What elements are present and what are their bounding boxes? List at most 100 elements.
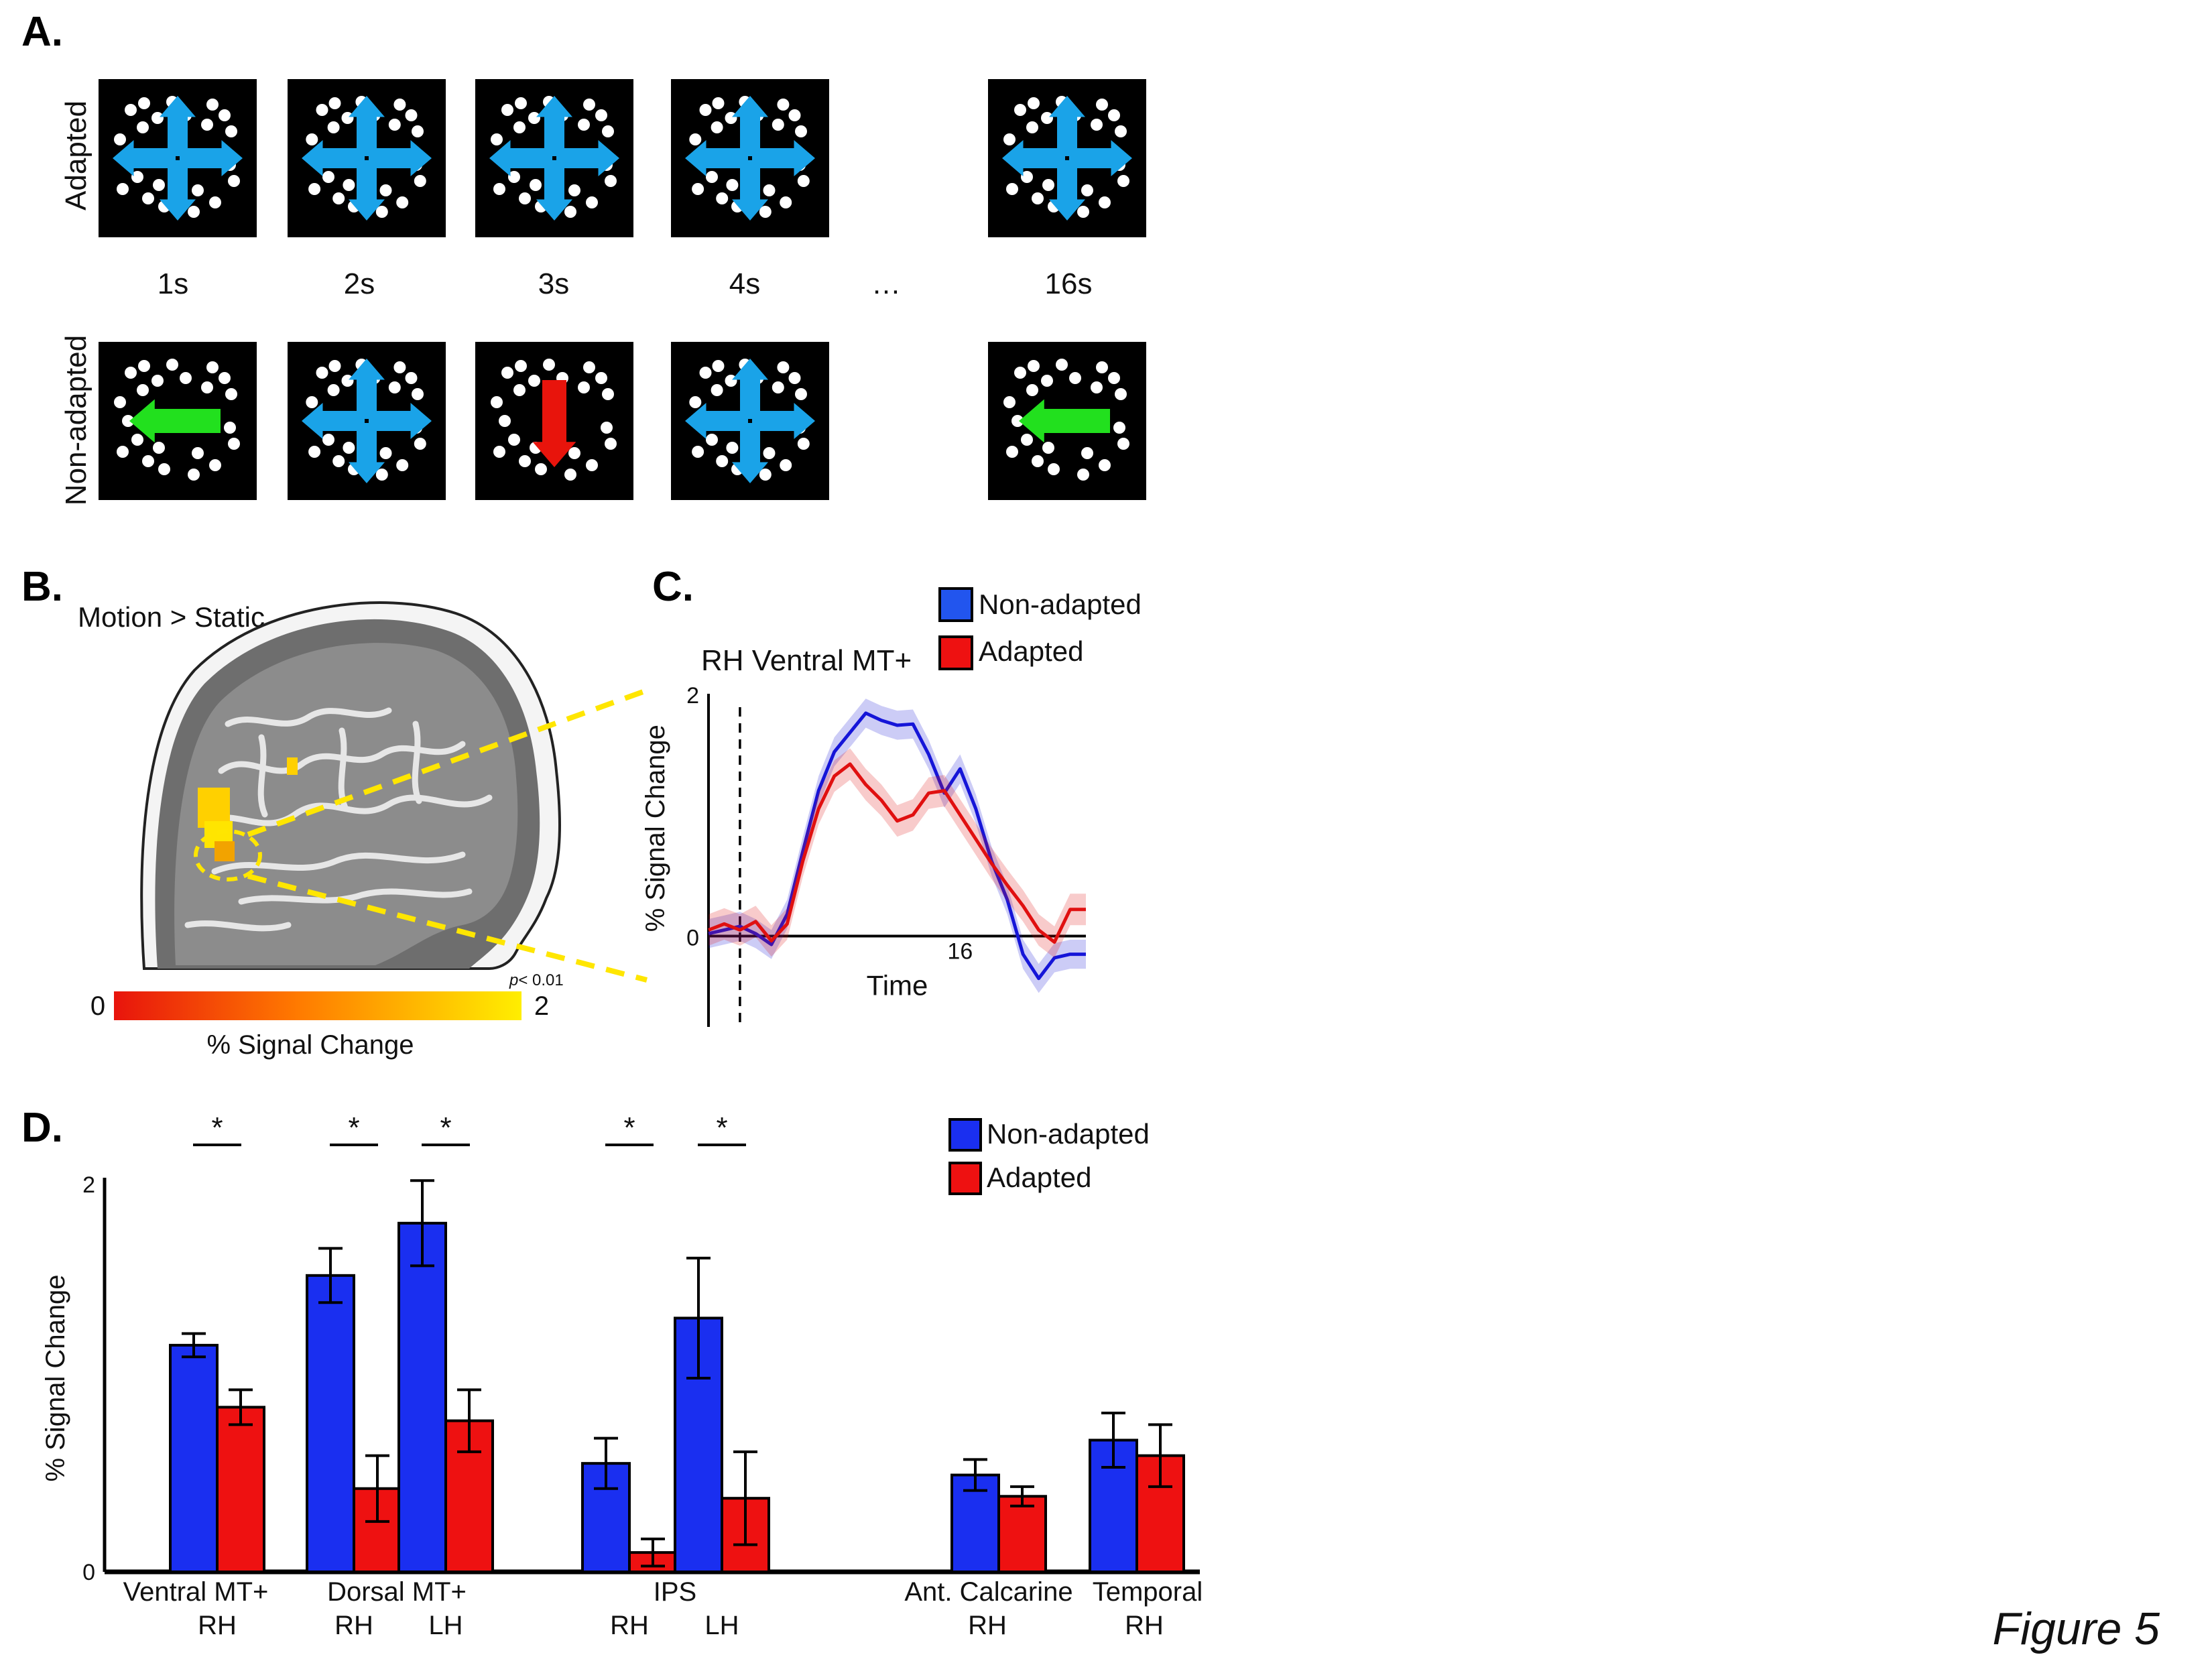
colorbar-max-label: 2	[534, 991, 549, 1021]
panel-a: A. Adapted Non-adapted 1s 2s 3s 4s … 16s	[21, 9, 1146, 505]
four-way-arrow-icon	[113, 96, 243, 221]
legend-swatch-non-adapted	[948, 1118, 982, 1152]
region-label-ventral-mt: Ventral MT+	[123, 1577, 269, 1607]
panel-c: C. RH Ventral MT+ Non-adapted Adapted 2 0…	[641, 564, 1142, 1027]
legend-label-non-adapted: Non-adapted	[987, 1118, 1150, 1150]
stimulus-frames	[99, 79, 1146, 500]
error-bar-ips-rh-non-adapted	[594, 1436, 618, 1490]
four-way-arrow-icon	[1002, 96, 1132, 221]
row-label-non-adapted: Non-adapted	[60, 335, 93, 505]
significance-marker-ventral-mt-rh: *	[193, 1111, 241, 1146]
panel-d-legend: Non-adapted Adapted	[948, 1118, 1150, 1195]
panel-b-label: B.	[21, 564, 63, 610]
stimulus-frame-adapted-3-four-way	[475, 79, 633, 237]
colorbar-p-threshold: p< 0.01	[509, 971, 564, 989]
brain-slice-image	[140, 601, 648, 983]
error-bar-ips-rh-adapted	[641, 1537, 665, 1568]
figure-caption: Figure 5	[1993, 1603, 2160, 1654]
legend-label-adapted: Adapted	[987, 1162, 1091, 1193]
error-bar-dorsal-mt-rh-non-adapted	[318, 1247, 343, 1304]
stimulus-frame-adapted-4-four-way	[671, 79, 829, 237]
four-way-arrow-icon	[302, 96, 432, 221]
panel-d-label: D.	[21, 1105, 63, 1151]
bar-chart: 2 0 % Signal Change * * * * * Ventral MT+ Dorsal …	[41, 1111, 1203, 1640]
y-tick-label-0: 0	[686, 925, 699, 950]
y-axis-label: % Signal Change	[641, 725, 670, 932]
legend-swatch-adapted	[948, 1162, 982, 1195]
bar-dorsal-mt-lh-non-adapted	[397, 1221, 447, 1574]
svg-text:*: *	[211, 1111, 223, 1144]
time-label-4s: 4s	[729, 267, 760, 300]
series-line-adapted	[708, 762, 1086, 944]
stimulus-frame-adapted-1-four-way	[99, 79, 257, 237]
panel-c-title: RH Ventral MT+	[701, 644, 912, 677]
error-bar-temporal-rh-adapted	[1148, 1423, 1172, 1488]
panel-b: B. Motion > Static	[21, 564, 648, 1060]
error-bar-ant-calcarine-rh-non-adapted	[963, 1458, 987, 1492]
y-tick-label-0: 0	[82, 1560, 95, 1585]
x-axis-label: Time	[867, 969, 928, 1001]
hemisphere-label-5: LH	[704, 1611, 739, 1640]
significance-marker-ips-rh: *	[605, 1111, 654, 1146]
significance-marker-dorsal-mt-lh: *	[422, 1111, 470, 1146]
stimulus-frame-adapted-2-four-way	[288, 79, 446, 237]
legend-label-adapted: Adapted	[979, 635, 1083, 667]
hemisphere-label-4: RH	[610, 1611, 649, 1640]
significance-marker-ips-lh: *	[698, 1111, 746, 1146]
panel-d: D. Non-adapted Adapted 2 0 % Signal Change…	[21, 1105, 1203, 1640]
y-tick-label-2: 2	[686, 683, 699, 709]
region-label-dorsal-mt: Dorsal MT+	[327, 1577, 467, 1607]
svg-text:*: *	[623, 1111, 635, 1144]
hemisphere-label-3: LH	[428, 1611, 463, 1640]
hemisphere-label-6: RH	[968, 1611, 1007, 1640]
time-label-ellipsis: …	[871, 267, 901, 300]
time-label-2s: 2s	[344, 267, 375, 300]
stimulus-frame-non-adapted-1-left	[99, 342, 257, 500]
four-way-arrow-icon	[489, 96, 619, 221]
panel-c-label: C.	[652, 564, 694, 610]
timecourse-chart: 2 0 16 Time % Signal Change	[641, 683, 1086, 1027]
left-arrow-icon	[129, 399, 221, 443]
svg-text:*: *	[716, 1111, 727, 1144]
svg-text:*: *	[348, 1111, 359, 1144]
stimulus-frame-adapted-5-four-way	[988, 79, 1146, 237]
legend-swatch-non-adapted	[938, 587, 973, 622]
row-label-adapted: Adapted	[60, 101, 93, 210]
time-label-1s: 1s	[158, 267, 188, 300]
bar-ips-rh-non-adapted	[581, 1462, 631, 1573]
y-axis-label: % Signal Change	[41, 1274, 70, 1481]
colorbar-axis-label: % Signal Change	[206, 1030, 414, 1060]
time-label-3s: 3s	[538, 267, 569, 300]
stimulus-frame-non-adapted-5-left	[988, 342, 1146, 500]
svg-text:*: *	[440, 1111, 451, 1144]
panel-c-legend: Non-adapted Adapted	[938, 587, 1142, 670]
series-line-non-adapted	[708, 711, 1086, 981]
time-label-16s: 16s	[1045, 267, 1093, 300]
y-tick-label-2: 2	[82, 1172, 95, 1198]
stimulus-frame-non-adapted-3-down	[475, 342, 633, 500]
colorbar-p-value: < 0.01	[518, 971, 563, 989]
region-label-ips: IPS	[654, 1577, 696, 1607]
error-bar-dorsal-mt-lh-non-adapted	[410, 1179, 434, 1268]
error-bar-dorsal-mt-rh-adapted	[365, 1454, 389, 1523]
panel-b-title: Motion > Static	[78, 601, 265, 633]
hemisphere-label-7: RH	[1125, 1611, 1164, 1640]
stimulus-frame-non-adapted-2-four-way	[288, 342, 446, 500]
down-arrow-icon	[532, 380, 576, 467]
error-bar-ant-calcarine-rh-adapted	[1010, 1485, 1034, 1508]
hemisphere-label-1: RH	[198, 1611, 237, 1640]
colorbar-p-symbol: p	[509, 971, 518, 989]
legend-swatch-adapted	[938, 635, 973, 670]
region-label-ant-calcarine: Ant. Calcarine	[904, 1577, 1072, 1607]
hemisphere-label-2: RH	[334, 1611, 373, 1640]
error-bar-temporal-rh-non-adapted	[1101, 1412, 1125, 1469]
error-bar-ventral-mt-rh-non-adapted	[182, 1332, 206, 1359]
four-way-arrow-icon	[685, 96, 815, 221]
confidence-band-adapted	[709, 748, 1086, 958]
legend-label-non-adapted: Non-adapted	[979, 589, 1142, 620]
error-bar-ips-lh-non-adapted	[686, 1256, 711, 1379]
four-way-arrow-icon	[302, 359, 432, 483]
significance-marker-dorsal-mt-rh: *	[330, 1111, 378, 1146]
colorbar: 0 2 p< 0.01 % Signal Change	[90, 971, 564, 1060]
